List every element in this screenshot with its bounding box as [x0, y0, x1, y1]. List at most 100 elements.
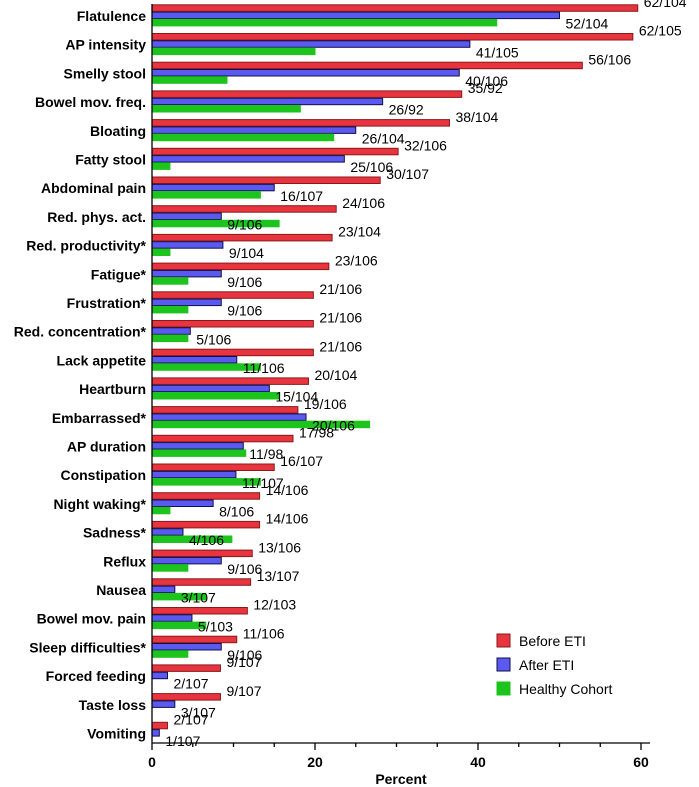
bar-before-eti — [151, 90, 463, 98]
data-label-after-eti: 15/104 — [275, 389, 318, 405]
bar-healthy-cohort — [151, 248, 171, 256]
data-label-before-eti: 19/106 — [304, 396, 347, 412]
bar-after-eti — [151, 327, 191, 335]
bar-healthy-cohort — [151, 18, 498, 27]
data-labels-layer: 62/104 52/104 62/105 41/105 56/106 40/10635/9… — [165, 0, 686, 749]
legend-swatch — [496, 657, 511, 672]
bar-after-eti — [151, 69, 460, 77]
data-label-after-eti: 5/106 — [196, 331, 231, 347]
category-label: Vomiting — [87, 726, 146, 742]
data-label-after-eti: 8/106 — [219, 504, 254, 520]
category-labels-layer: Flatulence AP intensity Smelly stool Bowel … — [14, 8, 147, 742]
data-label-before-eti: 35/92 — [468, 80, 503, 96]
bar-after-eti — [151, 556, 222, 565]
data-label-before-eti: 13/106 — [258, 539, 301, 555]
category-label: Forced feeding — [46, 668, 146, 684]
bar-healthy-cohort — [151, 305, 189, 314]
category-label: Constipation — [60, 467, 146, 483]
bar-before-eti — [151, 147, 399, 156]
category-label: Red. concentration* — [14, 324, 147, 340]
category-label: AP duration — [67, 439, 146, 455]
data-label-after-eti: 9/104 — [229, 245, 264, 261]
data-label-before-eti: 23/106 — [335, 252, 378, 268]
bar-after-eti — [151, 470, 237, 479]
data-label-before-eti: 16/107 — [280, 453, 323, 469]
x-tick-label: 20 — [307, 754, 323, 770]
data-label-after-eti: 26/104 — [362, 130, 405, 146]
data-label-before-eti: 11/106 — [243, 625, 285, 641]
bar-after-eti — [151, 356, 238, 364]
x-axis-title: Percent — [375, 771, 427, 787]
bar-before-eti — [151, 291, 314, 299]
bar-healthy-cohort — [151, 162, 171, 170]
bar-healthy-cohort — [151, 564, 189, 572]
bar-healthy-cohort — [151, 191, 261, 199]
data-label-after-eti: 52/104 — [566, 16, 609, 32]
data-label-before-eti: 14/106 — [266, 482, 309, 498]
bar-after-eti — [151, 298, 222, 307]
category-label: Heartburn — [79, 381, 146, 397]
bar-after-eti — [151, 614, 193, 622]
data-label-before-eti: 14/106 — [266, 511, 309, 527]
category-label: Flatulence — [77, 8, 146, 24]
bar-before-eti — [151, 693, 221, 701]
legend-label: Healthy Cohort — [519, 681, 612, 697]
data-label-before-eti: 2/107 — [173, 712, 208, 728]
bar-before-eti — [151, 61, 583, 70]
bar-after-eti — [151, 155, 345, 163]
category-label: Smelly stool — [64, 65, 146, 81]
bar-before-eti — [151, 33, 634, 41]
data-label-before-eti: 23/104 — [338, 224, 381, 240]
category-label: Nausea — [96, 582, 146, 598]
bar-after-eti — [151, 442, 244, 450]
bar-healthy-cohort — [151, 650, 189, 658]
bar-healthy-cohort — [151, 392, 280, 400]
category-label: Fatty stool — [75, 152, 146, 168]
bar-before-eti — [151, 492, 261, 500]
data-label-before-eti: 9/107 — [226, 683, 261, 699]
data-label-before-eti: 24/106 — [342, 195, 385, 211]
x-tick-label: 0 — [148, 754, 156, 770]
category-label: Abdominal pain — [41, 180, 146, 196]
data-label-before-eti: 21/106 — [319, 338, 362, 354]
data-label-before-eti: 62/105 — [639, 23, 682, 39]
bar-before-eti — [151, 233, 333, 242]
data-label-after-eti: 25/106 — [350, 159, 393, 175]
data-label-after-eti: 9/106 — [227, 647, 262, 663]
data-label-before-eti: 38/104 — [455, 109, 498, 125]
category-label: Sleep difficulties* — [29, 639, 146, 655]
data-label-after-eti: 11/106 — [243, 360, 285, 376]
category-label: Frustration* — [67, 295, 147, 311]
category-label: Lack appetite — [57, 352, 147, 368]
bar-healthy-cohort — [151, 506, 171, 515]
bar-healthy-cohort — [151, 277, 189, 285]
category-label: Bloating — [90, 123, 146, 139]
bar-after-eti — [151, 643, 222, 651]
data-label-before-eti: 12/103 — [253, 597, 296, 613]
legend-label: After ETI — [519, 657, 574, 673]
bar-before-eti — [151, 664, 221, 672]
bar-healthy-cohort — [151, 449, 247, 457]
data-label-after-eti: 9/106 — [227, 561, 262, 577]
bar-before-eti — [151, 262, 330, 271]
data-label-before-eti: 30/107 — [386, 166, 429, 182]
data-label-after-eti: 2/107 — [173, 676, 208, 692]
bar-after-eti — [151, 183, 275, 192]
category-label: Sadness* — [83, 525, 147, 541]
data-label-after-eti: 16/107 — [280, 188, 323, 204]
bar-before-eti — [151, 607, 248, 615]
bar-before-eti — [151, 348, 314, 357]
data-label-after-eti: 5/103 — [198, 618, 233, 634]
bar-before-eti — [151, 578, 252, 586]
bar-before-eti — [151, 377, 309, 385]
bar-healthy-cohort — [151, 47, 316, 56]
category-label: Night waking* — [53, 496, 146, 512]
bar-after-eti — [151, 729, 160, 737]
data-label-before-eti: 56/106 — [588, 51, 631, 67]
data-label-after-eti: 11/98 — [249, 446, 283, 462]
bar-healthy-cohort — [151, 76, 228, 84]
data-label-after-eti: 1/107 — [165, 733, 200, 749]
bar-before-eti — [151, 119, 450, 127]
data-label-before-eti: 62/104 — [644, 0, 687, 10]
